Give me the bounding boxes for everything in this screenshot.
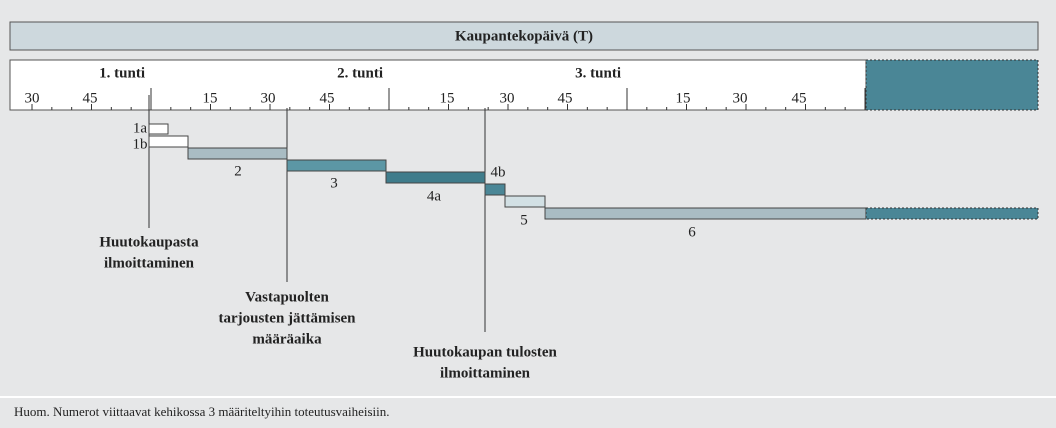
phase-bar [148,123,169,135]
phase-bar [504,195,546,208]
phase-label: 4a [427,188,442,204]
milestone-label: tarjousten jättämisen [218,310,356,326]
header-title: Kaupantekopäivä (T) [455,28,593,44]
milestone-label: Huutokaupan tulosten [413,344,557,360]
minute-label: 45 [320,90,335,106]
minute-label: 30 [500,90,515,106]
minute-label: 15 [440,90,455,106]
milestone-label: ilmoittaminen [104,255,195,271]
note: Huom. Numerot viittaavat kehikossa 3 mää… [14,404,389,419]
milestone-label: ilmoittaminen [440,365,531,381]
phase-label: 1a [133,120,148,136]
minute-label: 45 [558,90,573,106]
phase-label: 1b [133,136,148,152]
phase-bar [148,135,189,148]
ruler [9,59,867,111]
minute-label: 30 [733,90,748,106]
minute-label: 30 [25,90,40,106]
phase-bar [187,147,288,160]
minute-label: 15 [203,90,218,106]
phase-bar [544,207,867,220]
phase-bar-extension [865,207,1039,220]
milestone-label: Huutokaupasta [99,234,199,250]
minute-label: 15 [676,90,691,106]
phase-label: 4b [491,164,506,180]
phase-label: 5 [520,212,528,228]
phase-label: 2 [234,163,242,179]
hour-label: 1. tunti [99,65,145,81]
milestone-label: Vastapuolten [245,289,329,305]
minute-label: 45 [792,90,807,106]
phase-bar [385,171,486,184]
minute-label: 30 [261,90,276,106]
ruler-extension [865,59,1039,111]
minute-label: 45 [83,90,98,106]
phase-label: 3 [330,175,338,191]
phase-bar [484,183,506,196]
header-bar [9,21,1039,51]
hour-label: 2. tunti [337,65,383,81]
hour-label: 3. tunti [575,65,621,81]
milestone-label: määräaika [252,331,322,347]
phase-bar [286,159,387,172]
phase-label: 6 [688,224,696,240]
